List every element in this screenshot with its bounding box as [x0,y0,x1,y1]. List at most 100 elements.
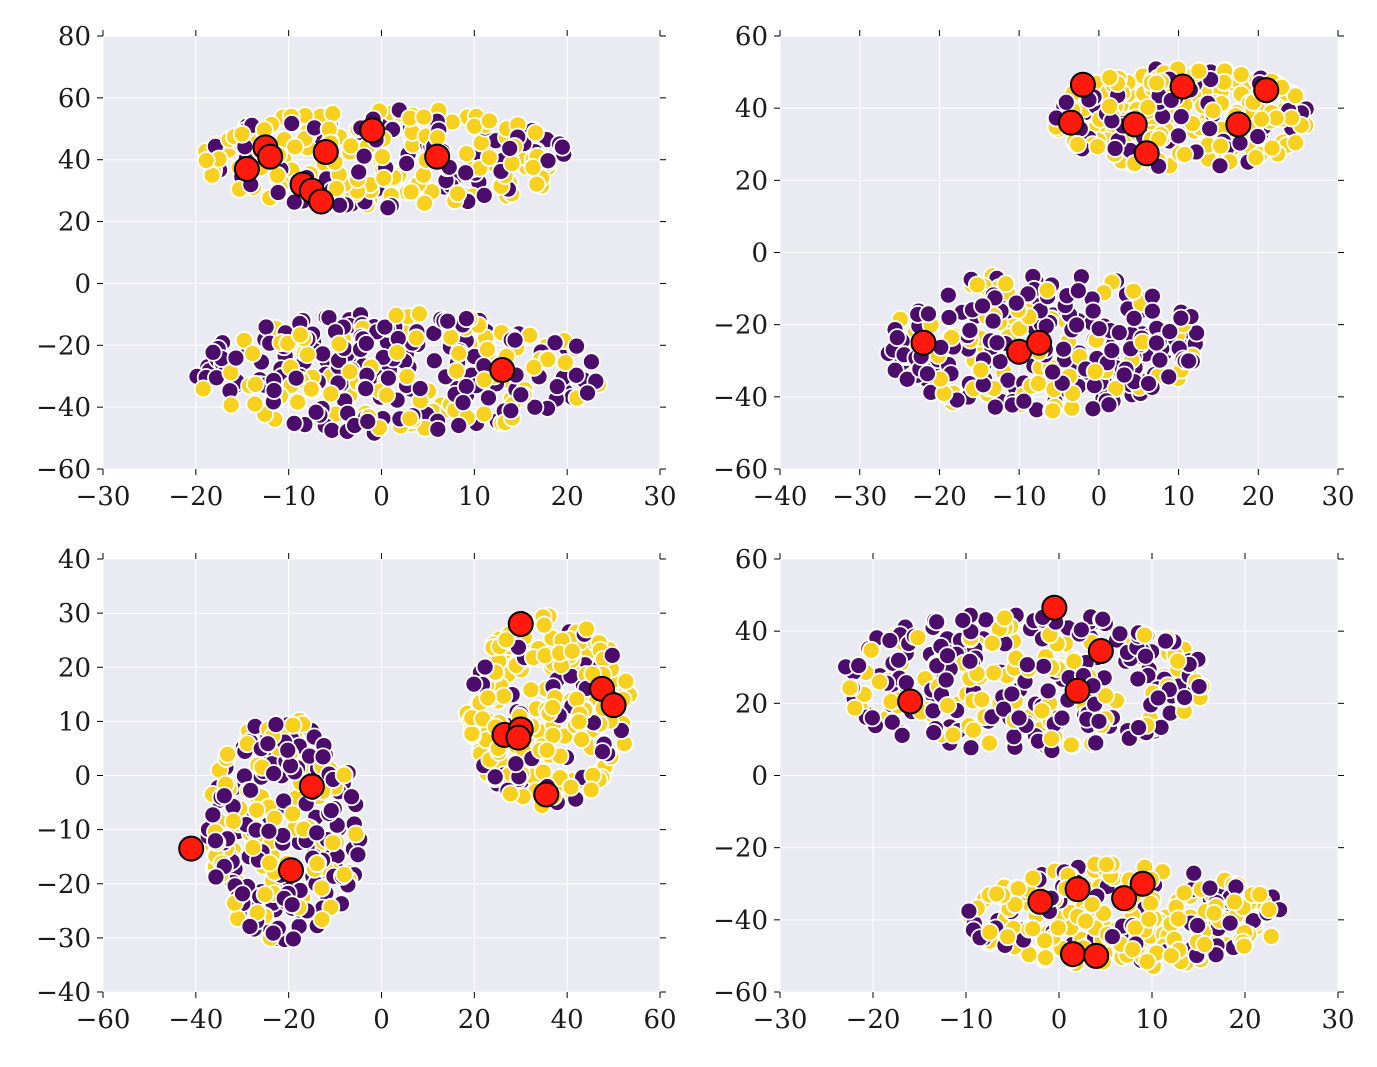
data-point-class-0 [464,674,484,694]
data-point-class-0 [936,670,956,690]
data-point-class-0 [1099,395,1119,415]
data-point-class-1 [327,179,346,198]
x-tick-label: 0 [1091,482,1108,512]
data-point-class-0 [896,673,916,693]
y-tick-label: 60 [58,84,91,114]
data-point-class-1 [1252,109,1271,129]
data-point-class-0 [919,304,938,324]
data-point-class-0 [479,388,498,408]
y-tick-label: 10 [58,707,91,737]
data-point-class-0 [566,365,586,385]
data-point-class-0 [438,311,458,331]
data-point-class-0 [1150,350,1170,370]
data-point-class-0 [348,845,368,865]
data-point-class-1 [414,107,434,127]
x-tick-label: 20 [458,1005,491,1035]
points-layer [187,100,609,443]
data-point-class-0 [582,352,601,372]
data-point-class-0 [457,309,476,329]
data-point-class-0 [1210,156,1230,176]
data-point-class-1 [288,392,308,412]
data-point-class-1 [1211,136,1231,156]
y-tick-label: −60 [713,455,768,485]
highlighted-point [489,357,516,384]
y-tick-label: −20 [713,311,768,341]
y-tick-label: 0 [74,762,91,792]
data-point-class-1 [245,374,265,394]
data-point-class-1 [1195,935,1215,954]
x-tick-label: −40 [753,482,808,512]
data-point-class-1 [1100,96,1119,116]
data-point-class-1 [221,395,241,415]
data-point-class-1 [861,640,881,660]
data-point-class-1 [1035,931,1055,951]
y-tick-label: −40 [36,393,91,423]
data-point-class-0 [1006,293,1026,313]
highlighted-point [312,138,339,165]
data-point-class-0 [274,791,294,811]
data-point-class-1 [374,168,394,188]
data-point-class-1 [457,144,476,164]
data-point-class-1 [496,630,516,650]
data-point-class-1 [567,689,587,709]
data-point-class-1 [477,340,497,359]
x-tick-label: 0 [373,1005,390,1035]
highlighted-point [233,155,260,182]
x-tick-label: −30 [753,1005,808,1035]
data-point-class-1 [448,184,468,204]
y-tick-label: −60 [713,978,768,1008]
data-point-class-0 [880,631,900,650]
data-point-class-1 [1175,145,1194,164]
data-point-class-0 [897,369,917,389]
data-point-class-1 [1135,625,1154,645]
data-point-class-1 [245,394,265,414]
highlighted-point [897,688,924,715]
data-point-class-0 [206,867,226,887]
x-tick-label: 0 [1051,1005,1068,1035]
data-point-class-1 [283,715,303,735]
data-point-class-0 [268,183,288,202]
data-point-class-1 [377,385,396,405]
x-tick-label: −20 [912,482,967,512]
data-point-class-0 [1054,339,1073,359]
y-tick-label: −60 [36,455,91,485]
highlighted-point [1027,888,1054,915]
data-point-class-0 [1171,308,1191,328]
y-tick-label: 30 [58,599,91,629]
data-point-class-0 [456,163,476,183]
data-point-class-1 [870,672,889,692]
data-point-class-1 [1008,879,1028,899]
data-point-class-0 [307,823,327,843]
data-point-class-0 [578,383,597,403]
y-tick-label: 60 [735,545,768,575]
data-point-class-1 [415,193,434,213]
data-point-class-0 [286,368,306,388]
data-point-class-0 [1034,656,1053,676]
data-point-class-0 [1089,711,1109,731]
highlighted-point [533,781,560,808]
data-point-class-1 [346,824,366,844]
data-point-class-0 [1083,399,1103,419]
data-point-class-1 [312,910,332,929]
data-point-class-0 [475,657,495,677]
data-point-class-0 [547,377,567,396]
data-point-class-0 [1160,322,1180,341]
data-point-class-1 [312,878,332,898]
data-point-class-1 [984,663,1004,683]
data-point-class-0 [1200,119,1220,139]
data-point-class-0 [259,821,279,841]
data-point-class-0 [278,740,298,760]
data-point-class-0 [474,185,494,205]
data-point-class-1 [1168,651,1188,671]
y-tick-label: 40 [58,545,91,575]
data-point-class-1 [1250,885,1270,904]
data-point-class-1 [840,678,860,698]
data-point-class-1 [283,804,303,824]
highlighted-point [1225,111,1252,138]
y-tick-label: 20 [735,166,768,196]
data-point-class-1 [1203,101,1223,121]
x-tick-label: 30 [1321,482,1354,512]
data-point-class-1 [1161,946,1181,966]
data-point-class-1 [193,379,213,399]
data-point-class-1 [845,698,865,718]
